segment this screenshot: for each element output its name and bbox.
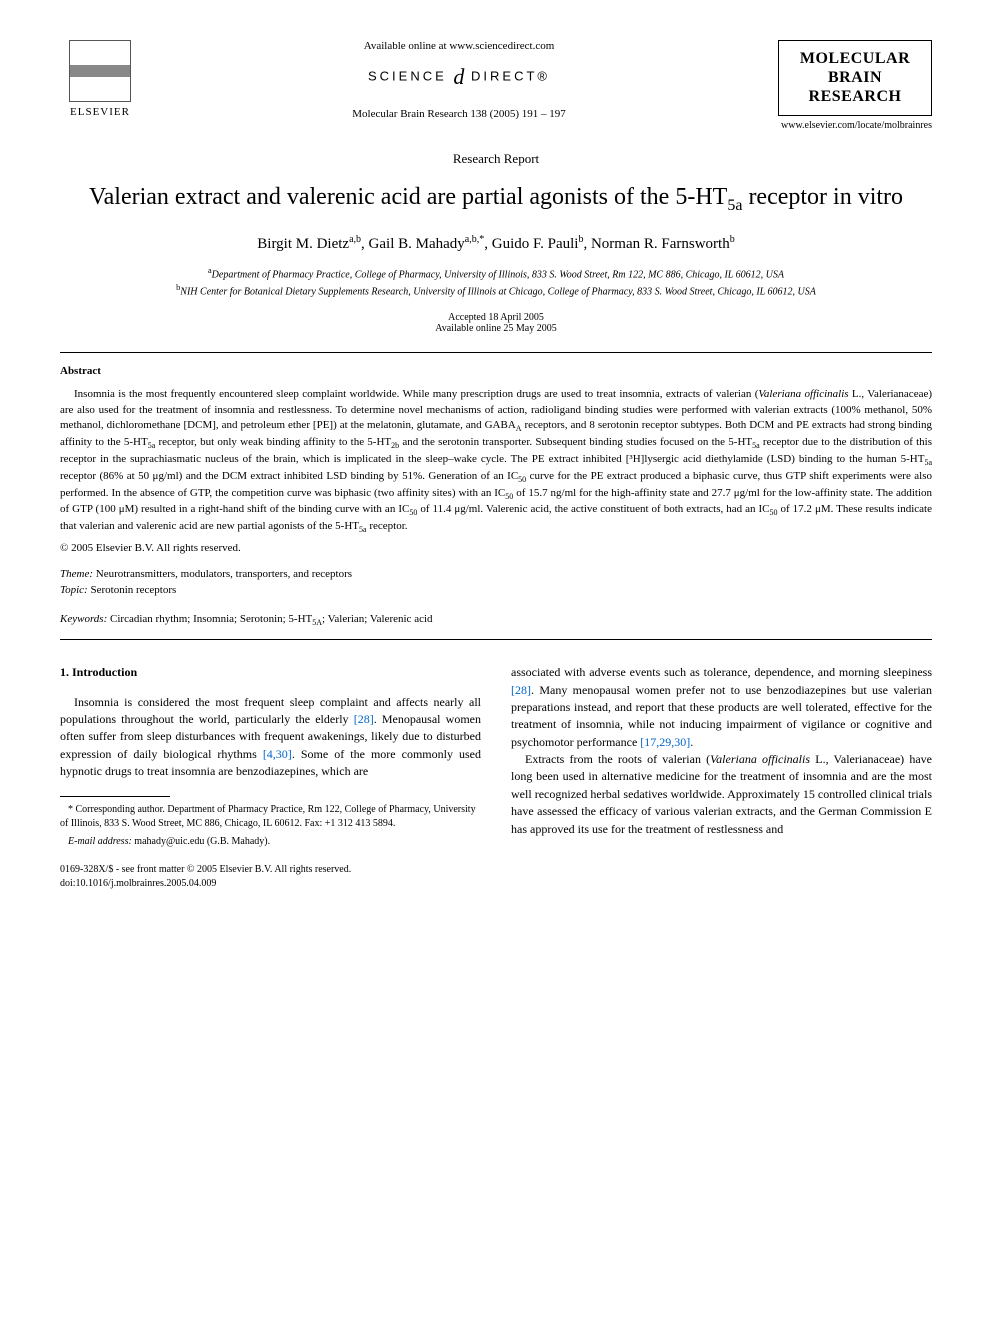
- sciencedirect-post: DIRECT®: [471, 68, 550, 83]
- elsevier-label: ELSEVIER: [70, 106, 130, 118]
- theme-text: Neurotransmitters, modulators, transport…: [93, 568, 352, 580]
- p3a: Extracts from the roots of valerian (: [525, 752, 710, 766]
- species-name: Valeriana officinalis: [710, 752, 810, 766]
- sciencedirect-logo: SCIENCE d DIRECT®: [160, 64, 758, 90]
- abstract-copyright: © 2005 Elsevier B.V. All rights reserved…: [60, 542, 932, 554]
- sciencedirect-pre: SCIENCE: [368, 68, 447, 83]
- journal-url: www.elsevier.com/locate/molbrainres: [778, 120, 932, 131]
- email-line: E-mail address: mahady@uic.edu (G.B. Mah…: [60, 835, 481, 849]
- intro-para-2-right: Extracts from the roots of valerian (Val…: [511, 751, 932, 838]
- page-header: ELSEVIER Available online at www.science…: [60, 40, 932, 131]
- header-center: Available online at www.sciencedirect.co…: [140, 40, 778, 120]
- accepted-date: Accepted 18 April 2005: [448, 312, 544, 323]
- body-columns: 1. Introduction Insomnia is considered t…: [60, 664, 932, 891]
- affiliation-a: Department of Pharmacy Practice, College…: [212, 269, 784, 280]
- journal-citation: Molecular Brain Research 138 (2005) 191 …: [160, 108, 758, 120]
- title-post: receptor in vitro: [742, 184, 903, 210]
- elsevier-tree-icon: [69, 40, 131, 102]
- sciencedirect-at-icon: d: [453, 64, 464, 89]
- report-type: Research Report: [60, 151, 932, 167]
- journal-title-line2: BRAIN: [785, 68, 925, 87]
- rule-bottom: [60, 639, 932, 640]
- column-left: 1. Introduction Insomnia is considered t…: [60, 664, 481, 891]
- abstract-label: Abstract: [60, 365, 932, 377]
- abstract-body: Insomnia is the most frequently encounte…: [60, 387, 932, 536]
- intro-para-1-left: Insomnia is considered the most frequent…: [60, 694, 481, 781]
- intro-para-1-right: associated with adverse events such as t…: [511, 664, 932, 751]
- affiliations: aDepartment of Pharmacy Practice, Colleg…: [60, 265, 932, 300]
- available-online-text: Available online at www.sciencedirect.co…: [160, 40, 758, 52]
- ref-28b[interactable]: [28]: [511, 683, 531, 697]
- p2b: . Many menopausal women prefer not to us…: [511, 683, 932, 749]
- theme-topic-block: Theme: Neurotransmitters, modulators, tr…: [60, 566, 932, 599]
- footer-meta: 0169-328X/$ - see front matter © 2005 El…: [60, 863, 481, 891]
- journal-box-wrap: MOLECULAR BRAIN RESEARCH www.elsevier.co…: [778, 40, 932, 131]
- ref-17-29-30[interactable]: [17,29,30]: [640, 735, 690, 749]
- p2c: .: [690, 735, 693, 749]
- title-sub: 5a: [727, 196, 742, 213]
- affiliation-b: NIH Center for Botanical Dietary Supplem…: [180, 287, 816, 298]
- doi-line: doi:10.1016/j.molbrainres.2005.04.009: [60, 878, 216, 889]
- article-title: Valerian extract and valerenic acid are …: [60, 181, 932, 216]
- email-address: mahady@uic.edu (G.B. Mahady).: [132, 836, 270, 847]
- rule-top: [60, 352, 932, 353]
- issn-line: 0169-328X/$ - see front matter © 2005 El…: [60, 864, 351, 875]
- section-heading: 1. Introduction: [60, 664, 481, 681]
- ref-4-30[interactable]: [4,30]: [263, 747, 292, 761]
- footnote-rule: [60, 796, 170, 797]
- keywords-block: Keywords: Circadian rhythm; Insomnia; Se…: [60, 613, 932, 627]
- email-label: E-mail address:: [68, 836, 132, 847]
- online-date: Available online 25 May 2005: [435, 323, 556, 334]
- article-dates: Accepted 18 April 2005 Available online …: [60, 312, 932, 334]
- topic-text: Serotonin receptors: [88, 584, 177, 596]
- authors: Birgit M. Dietza,b, Gail B. Mahadya,b,*,…: [60, 234, 932, 253]
- keywords-label: Keywords:: [60, 613, 107, 625]
- column-right: associated with adverse events such as t…: [511, 664, 932, 891]
- journal-title-line3: RESEARCH: [785, 87, 925, 106]
- corresponding-author: * Corresponding author. Department of Ph…: [60, 803, 481, 831]
- p2a: associated with adverse events such as t…: [511, 665, 932, 679]
- ref-28[interactable]: [28]: [354, 712, 374, 726]
- topic-label: Topic:: [60, 584, 88, 596]
- journal-title-line1: MOLECULAR: [785, 49, 925, 68]
- journal-box: MOLECULAR BRAIN RESEARCH: [778, 40, 932, 116]
- title-pre: Valerian extract and valerenic acid are …: [89, 184, 727, 210]
- keywords-text: Circadian rhythm; Insomnia; Serotonin; 5…: [107, 613, 432, 625]
- elsevier-logo: ELSEVIER: [60, 40, 140, 130]
- footnotes: * Corresponding author. Department of Ph…: [60, 803, 481, 849]
- theme-label: Theme:: [60, 568, 93, 580]
